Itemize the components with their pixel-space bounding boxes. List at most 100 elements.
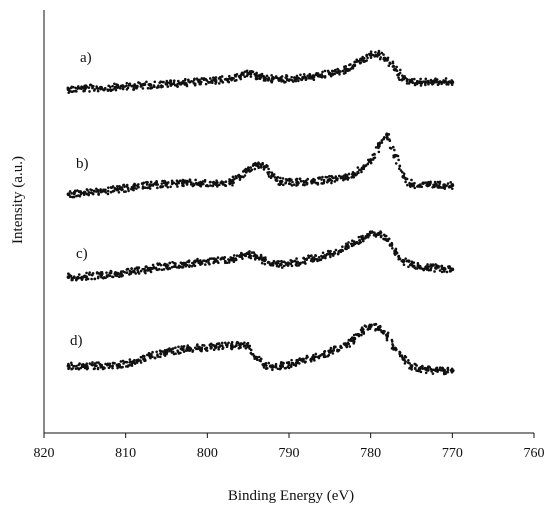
noise-point: [359, 240, 363, 244]
noise-point: [69, 361, 73, 365]
noise-point: [262, 364, 265, 367]
noise-point: [281, 364, 284, 367]
noise-point: [442, 370, 446, 374]
noise-point: [380, 234, 383, 238]
noise-point: [135, 85, 139, 89]
noise-point: [67, 367, 70, 371]
noise-point: [325, 175, 329, 179]
noise-point: [116, 363, 119, 367]
noise-point: [291, 180, 294, 184]
data-point: [131, 269, 136, 274]
noise-point: [168, 349, 171, 353]
noise-point: [158, 349, 162, 352]
noise-point: [413, 362, 417, 366]
noise-point: [91, 361, 94, 364]
noise-point: [232, 254, 236, 257]
noise-point: [143, 267, 146, 271]
noise-point: [149, 269, 152, 273]
noise-point: [228, 259, 231, 262]
noise-point: [231, 345, 235, 349]
noise-point: [318, 176, 322, 179]
noise-point: [133, 358, 136, 362]
noise-point: [349, 242, 353, 246]
noise-point: [257, 166, 260, 170]
series-label: b): [76, 156, 89, 172]
noise-point: [179, 351, 182, 355]
noise-point: [442, 79, 446, 83]
noise-point: [166, 85, 170, 88]
noise-point: [352, 333, 356, 337]
noise-point: [281, 177, 285, 180]
noise-point: [449, 185, 452, 189]
noise-point: [217, 82, 221, 85]
noise-point: [95, 85, 98, 88]
noise-point: [312, 353, 315, 357]
noise-point: [279, 366, 283, 370]
noise-point: [239, 77, 243, 81]
noise-point: [281, 183, 285, 187]
noise-point: [407, 359, 410, 362]
noise-point: [427, 268, 431, 272]
noise-point: [261, 74, 264, 78]
noise-point: [410, 260, 414, 263]
noise-point: [96, 89, 100, 93]
noise-point: [425, 80, 428, 83]
noise-point: [354, 173, 357, 177]
noise-point: [414, 267, 418, 270]
noise-point: [305, 258, 308, 262]
noise-point: [331, 254, 335, 257]
noise-point: [162, 80, 165, 84]
noise-point: [287, 360, 291, 364]
noise-point: [212, 348, 216, 352]
noise-point: [413, 186, 417, 190]
noise-point: [125, 184, 128, 188]
noise-point: [413, 181, 416, 185]
noise-point: [165, 184, 168, 187]
noise-point: [299, 262, 302, 265]
noise-point: [380, 141, 384, 144]
noise-point: [451, 183, 454, 186]
noise-point: [87, 86, 91, 89]
noise-point: [235, 343, 238, 347]
noise-point: [401, 258, 405, 262]
noise-point: [106, 189, 110, 193]
noise-point: [377, 150, 381, 154]
noise-point: [253, 258, 257, 261]
noise-point: [373, 152, 376, 156]
y-axis: Intensity (a.u.): [10, 10, 45, 433]
noise-point: [279, 361, 283, 364]
noise-point: [428, 183, 432, 187]
noise-point: [380, 51, 384, 55]
noise-point: [230, 78, 233, 82]
noise-point: [337, 348, 341, 352]
noise-point: [194, 178, 197, 182]
noise-point: [290, 178, 293, 181]
noise-point: [399, 68, 402, 72]
noise-point: [440, 270, 444, 274]
noise-point: [299, 179, 303, 183]
noise-point: [179, 179, 182, 183]
noise-point: [114, 88, 118, 92]
noise-point: [347, 176, 350, 180]
noise-point: [249, 256, 253, 260]
noise-point: [278, 176, 282, 180]
noise-point: [391, 145, 395, 149]
noise-point: [394, 162, 398, 165]
noise-point: [295, 177, 299, 181]
noise-point: [186, 180, 189, 184]
noise-point: [151, 263, 155, 267]
noise-point: [205, 79, 209, 82]
noise-point: [325, 253, 329, 256]
noise-point: [114, 271, 117, 274]
noise-point: [386, 331, 390, 335]
noise-point: [369, 52, 373, 56]
noise-point: [176, 350, 180, 354]
noise-point: [429, 263, 433, 266]
noise-point: [349, 339, 352, 342]
noise-point: [216, 256, 220, 259]
data-point: [278, 262, 283, 267]
noise-point: [223, 256, 227, 259]
noise-point: [239, 255, 242, 258]
noise-point: [257, 355, 261, 359]
noise-point: [200, 77, 204, 80]
